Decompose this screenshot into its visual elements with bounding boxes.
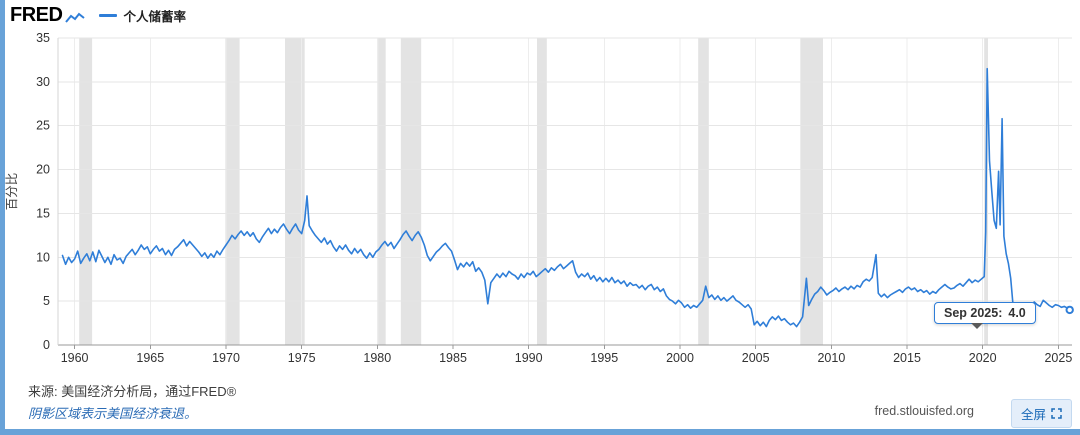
x-tick-label: 1970: [212, 351, 240, 365]
y-tick-label: 35: [36, 31, 50, 45]
source-text: 来源: 美国经济分析局，通过FRED®: [28, 384, 237, 399]
x-tick-label: 2025: [1044, 351, 1072, 365]
y-tick-label: 20: [36, 163, 50, 177]
legend-label: 个人储蓄率: [123, 9, 186, 24]
x-tick-label: 1965: [136, 351, 164, 365]
fullscreen-button-label: 全屏: [1020, 408, 1046, 422]
x-tick-label: 1990: [515, 351, 543, 365]
fred-logo-text: FRED: [10, 3, 63, 26]
bottom-border-bar: [0, 429, 1080, 435]
x-tick-label: 1985: [439, 351, 467, 365]
recession-band: [378, 38, 386, 345]
site-url: fred.stlouisfed.org: [874, 404, 974, 418]
y-tick-label: 15: [36, 206, 50, 220]
x-tick-label: 2010: [817, 351, 845, 365]
chart-tooltip: Sep 2025: 4.0: [934, 302, 1036, 329]
tooltip-date-label: Sep 2025:: [944, 306, 1003, 320]
data-line-personal-saving-rate[interactable]: [61, 67, 1071, 328]
recession-band: [800, 38, 823, 345]
recession-band: [698, 38, 709, 345]
series-legend: 个人储蓄率: [99, 6, 186, 25]
fullscreen-button[interactable]: 全屏: [1010, 399, 1072, 428]
recession-band: [225, 38, 240, 345]
chart-header: FRED 个人储蓄率: [10, 0, 186, 30]
recession-band: [285, 38, 305, 345]
y-tick-label: 10: [36, 250, 50, 264]
y-tick-label: 25: [36, 119, 50, 133]
fred-logo[interactable]: FRED: [10, 3, 86, 27]
fullscreen-icon: [1051, 408, 1062, 419]
y-tick-label: 30: [36, 75, 50, 89]
x-tick-label: 1995: [590, 351, 618, 365]
x-tick-label: 2005: [742, 351, 770, 365]
latest-point-marker: [1065, 305, 1074, 315]
recession-band: [400, 38, 422, 345]
x-tick-label: 1975: [288, 351, 316, 365]
left-border-bar: [0, 0, 5, 435]
recession-note-link[interactable]: 阴影区域表示美国经济衰退。: [28, 406, 198, 421]
recession-band: [537, 38, 547, 345]
y-tick-label: 5: [43, 294, 50, 308]
legend-line-swatch: [99, 13, 118, 17]
x-tick-label: 1980: [363, 351, 391, 365]
x-tick-label: 2020: [969, 351, 997, 365]
y-tick-label: 0: [43, 338, 50, 352]
y-axis-title: 百分比: [5, 173, 19, 211]
x-tick-label: 2015: [893, 351, 921, 365]
recession-band: [79, 38, 93, 345]
tooltip-value: 4.0: [1008, 306, 1026, 320]
x-tick-label: 2000: [666, 351, 694, 365]
chart-plot-area[interactable]: 1960 1965 1970 1975 1980 1985 1990 1995 2000 2005…: [0, 28, 1080, 376]
x-tick-label: 1960: [61, 351, 89, 365]
fred-logo-sparkline-icon: [65, 12, 86, 23]
